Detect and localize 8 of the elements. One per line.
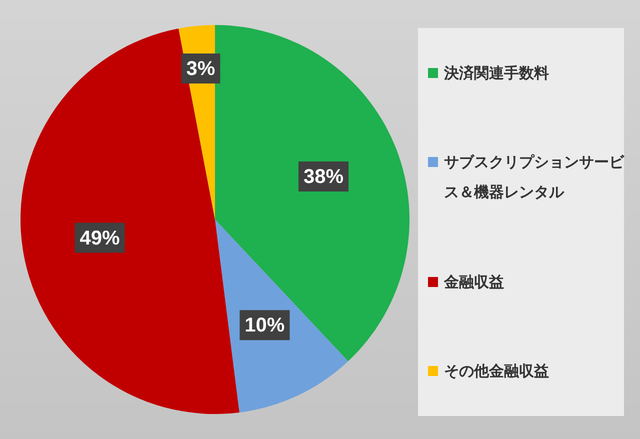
- data-label: 10%: [244, 314, 285, 337]
- legend-label: その他金融収益: [444, 361, 549, 382]
- legend-label: サブスクリプションサービス＆機器レンタル: [444, 152, 624, 204]
- data-label: 3%: [186, 58, 216, 80]
- data-label: 49%: [80, 227, 120, 250]
- legend-label: 決済関連手数料: [444, 62, 549, 84]
- legend-label: 金融収益: [444, 272, 504, 293]
- data-label: 38%: [303, 166, 344, 188]
